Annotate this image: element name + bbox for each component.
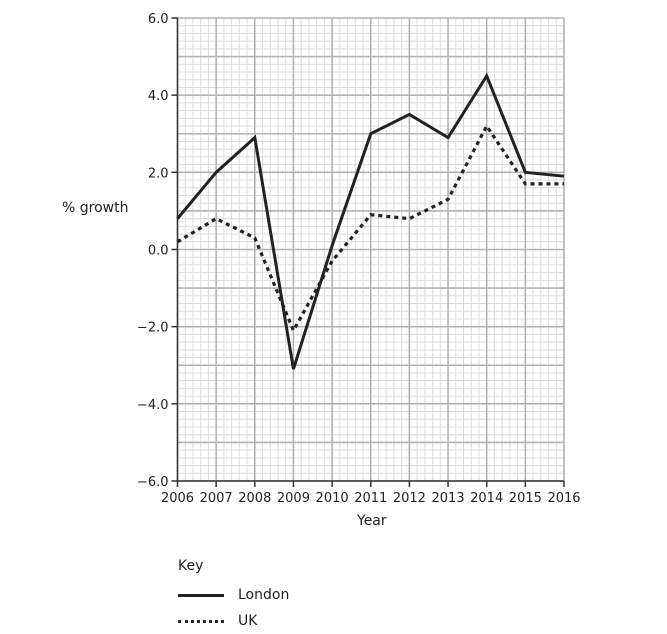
svg-text:2012: 2012 xyxy=(393,491,426,506)
svg-text:2008: 2008 xyxy=(238,491,271,506)
grid-major xyxy=(176,17,565,482)
data-series xyxy=(176,72,565,370)
x-axis-label: Year xyxy=(357,513,387,529)
svg-text:2007: 2007 xyxy=(200,491,233,506)
legend-label-london: London xyxy=(238,587,290,603)
svg-text:6.0: 6.0 xyxy=(148,12,169,27)
svg-text:2016: 2016 xyxy=(547,491,580,506)
legend-item-london: London xyxy=(178,582,289,608)
svg-text:2014: 2014 xyxy=(470,491,503,506)
legend-title: Key xyxy=(178,558,204,574)
dotted-line-swatch-icon xyxy=(178,619,224,623)
svg-text:−6.0: −6.0 xyxy=(137,475,169,490)
svg-text:−2.0: −2.0 xyxy=(137,321,169,336)
svg-text:2011: 2011 xyxy=(354,491,387,506)
series-line-uk xyxy=(176,122,564,335)
legend-label-uk: UK xyxy=(238,613,258,629)
svg-text:2010: 2010 xyxy=(316,491,349,506)
series-line-london xyxy=(176,72,565,370)
svg-text:2.0: 2.0 xyxy=(148,166,169,181)
svg-text:2006: 2006 xyxy=(161,491,194,506)
y-axis-label: % growth xyxy=(62,200,129,216)
svg-text:0.0: 0.0 xyxy=(148,244,169,259)
svg-text:4.0: 4.0 xyxy=(148,89,169,104)
svg-text:2009: 2009 xyxy=(277,491,310,506)
svg-text:−4.0: −4.0 xyxy=(137,398,169,413)
svg-text:2015: 2015 xyxy=(509,491,542,506)
legend: Key London UK xyxy=(178,558,289,634)
solid-line-swatch-icon xyxy=(178,593,224,597)
axes xyxy=(171,17,565,487)
svg-text:2013: 2013 xyxy=(432,491,465,506)
legend-item-uk: UK xyxy=(178,608,289,634)
